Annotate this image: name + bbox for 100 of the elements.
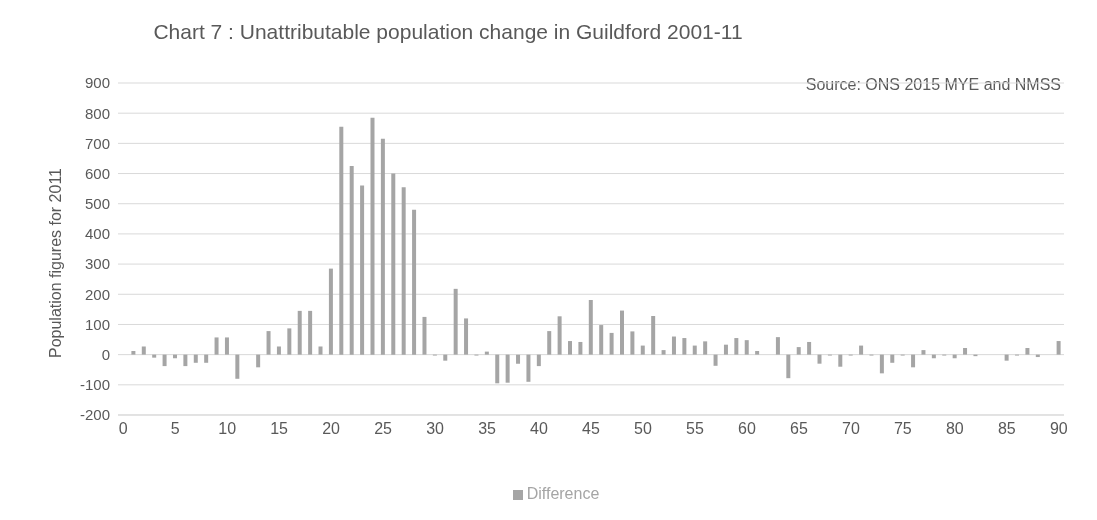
bar: [682, 338, 687, 355]
bar: [328, 268, 333, 355]
bar: [276, 346, 281, 355]
y-tick-label: 0: [101, 345, 110, 363]
bar: [879, 354, 884, 374]
y-axis-title: Population figures for 2011: [47, 167, 65, 359]
bar: [661, 350, 666, 355]
bar: [131, 351, 136, 355]
x-tick-label: 15: [270, 420, 289, 438]
x-tick-label: 90: [1049, 420, 1068, 438]
bar: [183, 354, 188, 367]
bar: [599, 325, 604, 355]
bar: [266, 331, 271, 355]
bar: [859, 345, 864, 355]
x-tick-label: 40: [530, 420, 549, 438]
bar: [297, 310, 302, 355]
bar: [380, 138, 385, 355]
x-tick-label: 50: [634, 420, 652, 438]
bar: [360, 185, 365, 355]
bar: [692, 345, 697, 355]
bar: [796, 347, 801, 355]
bar: [308, 310, 313, 355]
bar: [349, 166, 354, 355]
bar: [723, 344, 728, 355]
bar: [1056, 341, 1061, 355]
x-tick-label: 70: [841, 420, 860, 438]
bar: [568, 341, 573, 355]
bar: [453, 288, 458, 355]
bar: [963, 348, 968, 355]
y-tick-label: -100: [79, 376, 110, 394]
bar: [422, 316, 427, 355]
bar: [775, 337, 780, 355]
bar: [703, 341, 708, 355]
y-tick-label: 800: [84, 104, 110, 122]
bar: [235, 354, 240, 379]
bar: [1004, 354, 1009, 361]
bar: [162, 354, 167, 367]
bar: [224, 337, 229, 355]
bar: [484, 351, 489, 355]
bar: [557, 316, 562, 355]
y-tick-label: 900: [84, 74, 110, 92]
bar: [744, 340, 749, 355]
bar: [578, 341, 583, 355]
bar: [817, 354, 822, 364]
bar: [339, 126, 344, 355]
bar: [609, 332, 614, 355]
legend-label: Difference: [526, 485, 600, 502]
bar: [443, 354, 448, 361]
bar: [214, 337, 219, 355]
bar: [755, 351, 760, 355]
bar: [807, 341, 812, 355]
y-tick-label: 100: [84, 315, 110, 333]
bar: [911, 354, 916, 368]
bar: [370, 117, 375, 355]
bar: [838, 354, 843, 367]
x-tick-label: 85: [997, 420, 1016, 438]
bar: [318, 346, 323, 355]
bar: [890, 354, 895, 363]
x-tick-label: 35: [478, 420, 497, 438]
x-tick-label: 75: [893, 420, 912, 438]
bar: [505, 354, 510, 383]
bar: [619, 310, 624, 355]
x-tick-label: 25: [374, 420, 393, 438]
bar: [588, 300, 593, 355]
x-tick-label: 10: [218, 420, 237, 438]
x-tick-label: 55: [686, 420, 704, 438]
bar: [671, 336, 676, 355]
bar: [204, 354, 209, 363]
bar: [141, 346, 146, 355]
bar: [734, 338, 739, 355]
annotation: Source: ONS 2015 MYE and NMSS: [805, 76, 1061, 94]
bar: [516, 354, 521, 364]
bar: [401, 187, 406, 355]
bar: [287, 328, 292, 355]
x-tick-label: 0: [118, 420, 128, 438]
bar: [256, 354, 261, 368]
y-tick-label: 300: [84, 255, 110, 273]
bar: [526, 354, 531, 382]
bar: [464, 318, 469, 355]
bar: [391, 173, 396, 355]
x-tick-label: 20: [322, 420, 341, 438]
x-tick-label: 45: [582, 420, 600, 438]
bar: [630, 331, 635, 355]
y-tick-label: 200: [84, 285, 110, 303]
bar: [1025, 348, 1030, 355]
x-tick-label: 80: [945, 420, 964, 438]
bar: [152, 354, 157, 358]
x-tick-label: 5: [170, 420, 180, 438]
bar: [921, 350, 926, 355]
y-tick-label: 400: [84, 225, 110, 243]
x-tick-label: 30: [426, 420, 445, 438]
bar: [412, 209, 417, 355]
bar: [193, 354, 198, 363]
bar: [547, 331, 552, 355]
y-tick-label: 700: [84, 134, 110, 152]
x-tick-label: 60: [738, 420, 756, 438]
y-tick-label: 500: [84, 195, 110, 213]
y-tick-label: 600: [84, 164, 110, 182]
bar: [536, 354, 541, 367]
bar: [651, 316, 656, 355]
